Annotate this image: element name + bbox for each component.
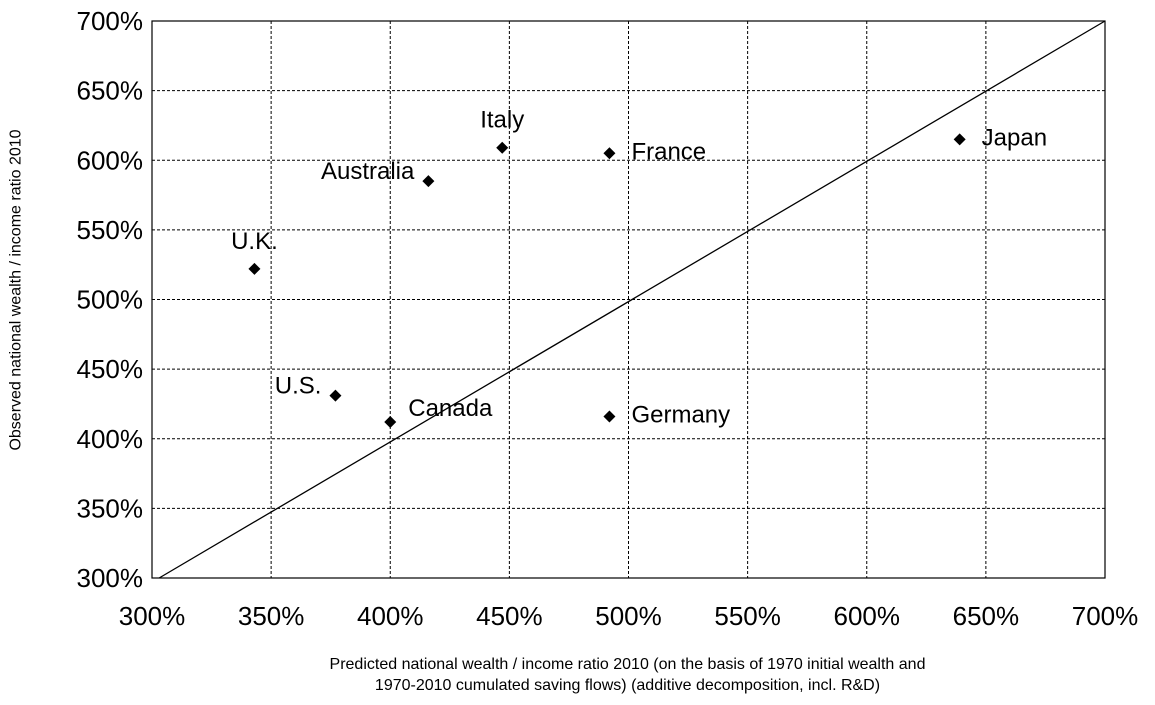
- point-label-japan: Japan: [982, 124, 1047, 151]
- plot-border: [151, 20, 1106, 579]
- x-tick-label: 650%: [953, 601, 1020, 631]
- grid-lines: [152, 21, 1105, 578]
- y-axis-title: Observed national wealth / income ratio …: [0, 0, 34, 580]
- point-label-canada: Canada: [408, 395, 493, 422]
- point-label-australia: Australia: [321, 158, 415, 185]
- point-label-u-s: U.S.: [275, 373, 322, 400]
- y-tick-label: 350%: [77, 493, 144, 523]
- x-axis: 300% 350% 400% 450% 500% 550% 600% 650% 700%: [119, 601, 1139, 631]
- y-tick-label: 450%: [77, 354, 144, 384]
- x-tick-label: 700%: [1072, 601, 1139, 631]
- y-axis-title-text: Observed national wealth / income ratio …: [8, 129, 26, 451]
- x-tick-label: 350%: [238, 601, 305, 631]
- y-tick-label: 650%: [77, 76, 144, 106]
- point-label-u-k: U.K.: [231, 228, 278, 255]
- point-label-italy: Italy: [480, 107, 524, 134]
- x-tick-label: 500%: [595, 601, 662, 631]
- y-tick-label: 700%: [77, 6, 144, 36]
- point-label-france: France: [631, 138, 706, 165]
- point-marker-france: [603, 147, 616, 160]
- point-label-germany: Germany: [631, 401, 730, 428]
- y-tick-label: 600%: [77, 145, 144, 175]
- y-tick-label: 550%: [77, 215, 144, 245]
- reference-line: [158, 20, 1106, 579]
- point-marker-australia: [422, 175, 435, 188]
- x-axis-title-line-2: 1970-2010 cumulated saving flows) (addit…: [374, 677, 881, 694]
- point-marker-japan: [953, 133, 966, 146]
- y-tick-label: 300%: [77, 563, 144, 593]
- point-marker-italy: [496, 141, 509, 154]
- x-tick-label: 450%: [476, 601, 543, 631]
- point-marker-u-k: [248, 262, 261, 275]
- diagonal-reference-line: [158, 20, 1106, 579]
- x-tick-label: 300%: [119, 601, 186, 631]
- point-marker-u-s: [329, 389, 342, 402]
- x-axis-title-line-1: Predicted national wealth / income ratio…: [329, 656, 926, 673]
- x-tick-label: 550%: [714, 601, 781, 631]
- point-marker-germany: [603, 410, 616, 423]
- y-tick-label: 400%: [77, 424, 144, 454]
- data-points: U.K. U.S. Canada Australia Italy France German…: [231, 107, 1047, 429]
- y-axis: 300% 350% 400% 450% 500% 550% 600% 650% 700%: [77, 6, 144, 593]
- x-tick-label: 400%: [357, 601, 424, 631]
- x-tick-label: 600%: [834, 601, 901, 631]
- y-tick-label: 500%: [77, 285, 144, 315]
- point-marker-canada: [384, 416, 397, 429]
- x-axis-title: Predicted national wealth / income ratio…: [150, 654, 1105, 696]
